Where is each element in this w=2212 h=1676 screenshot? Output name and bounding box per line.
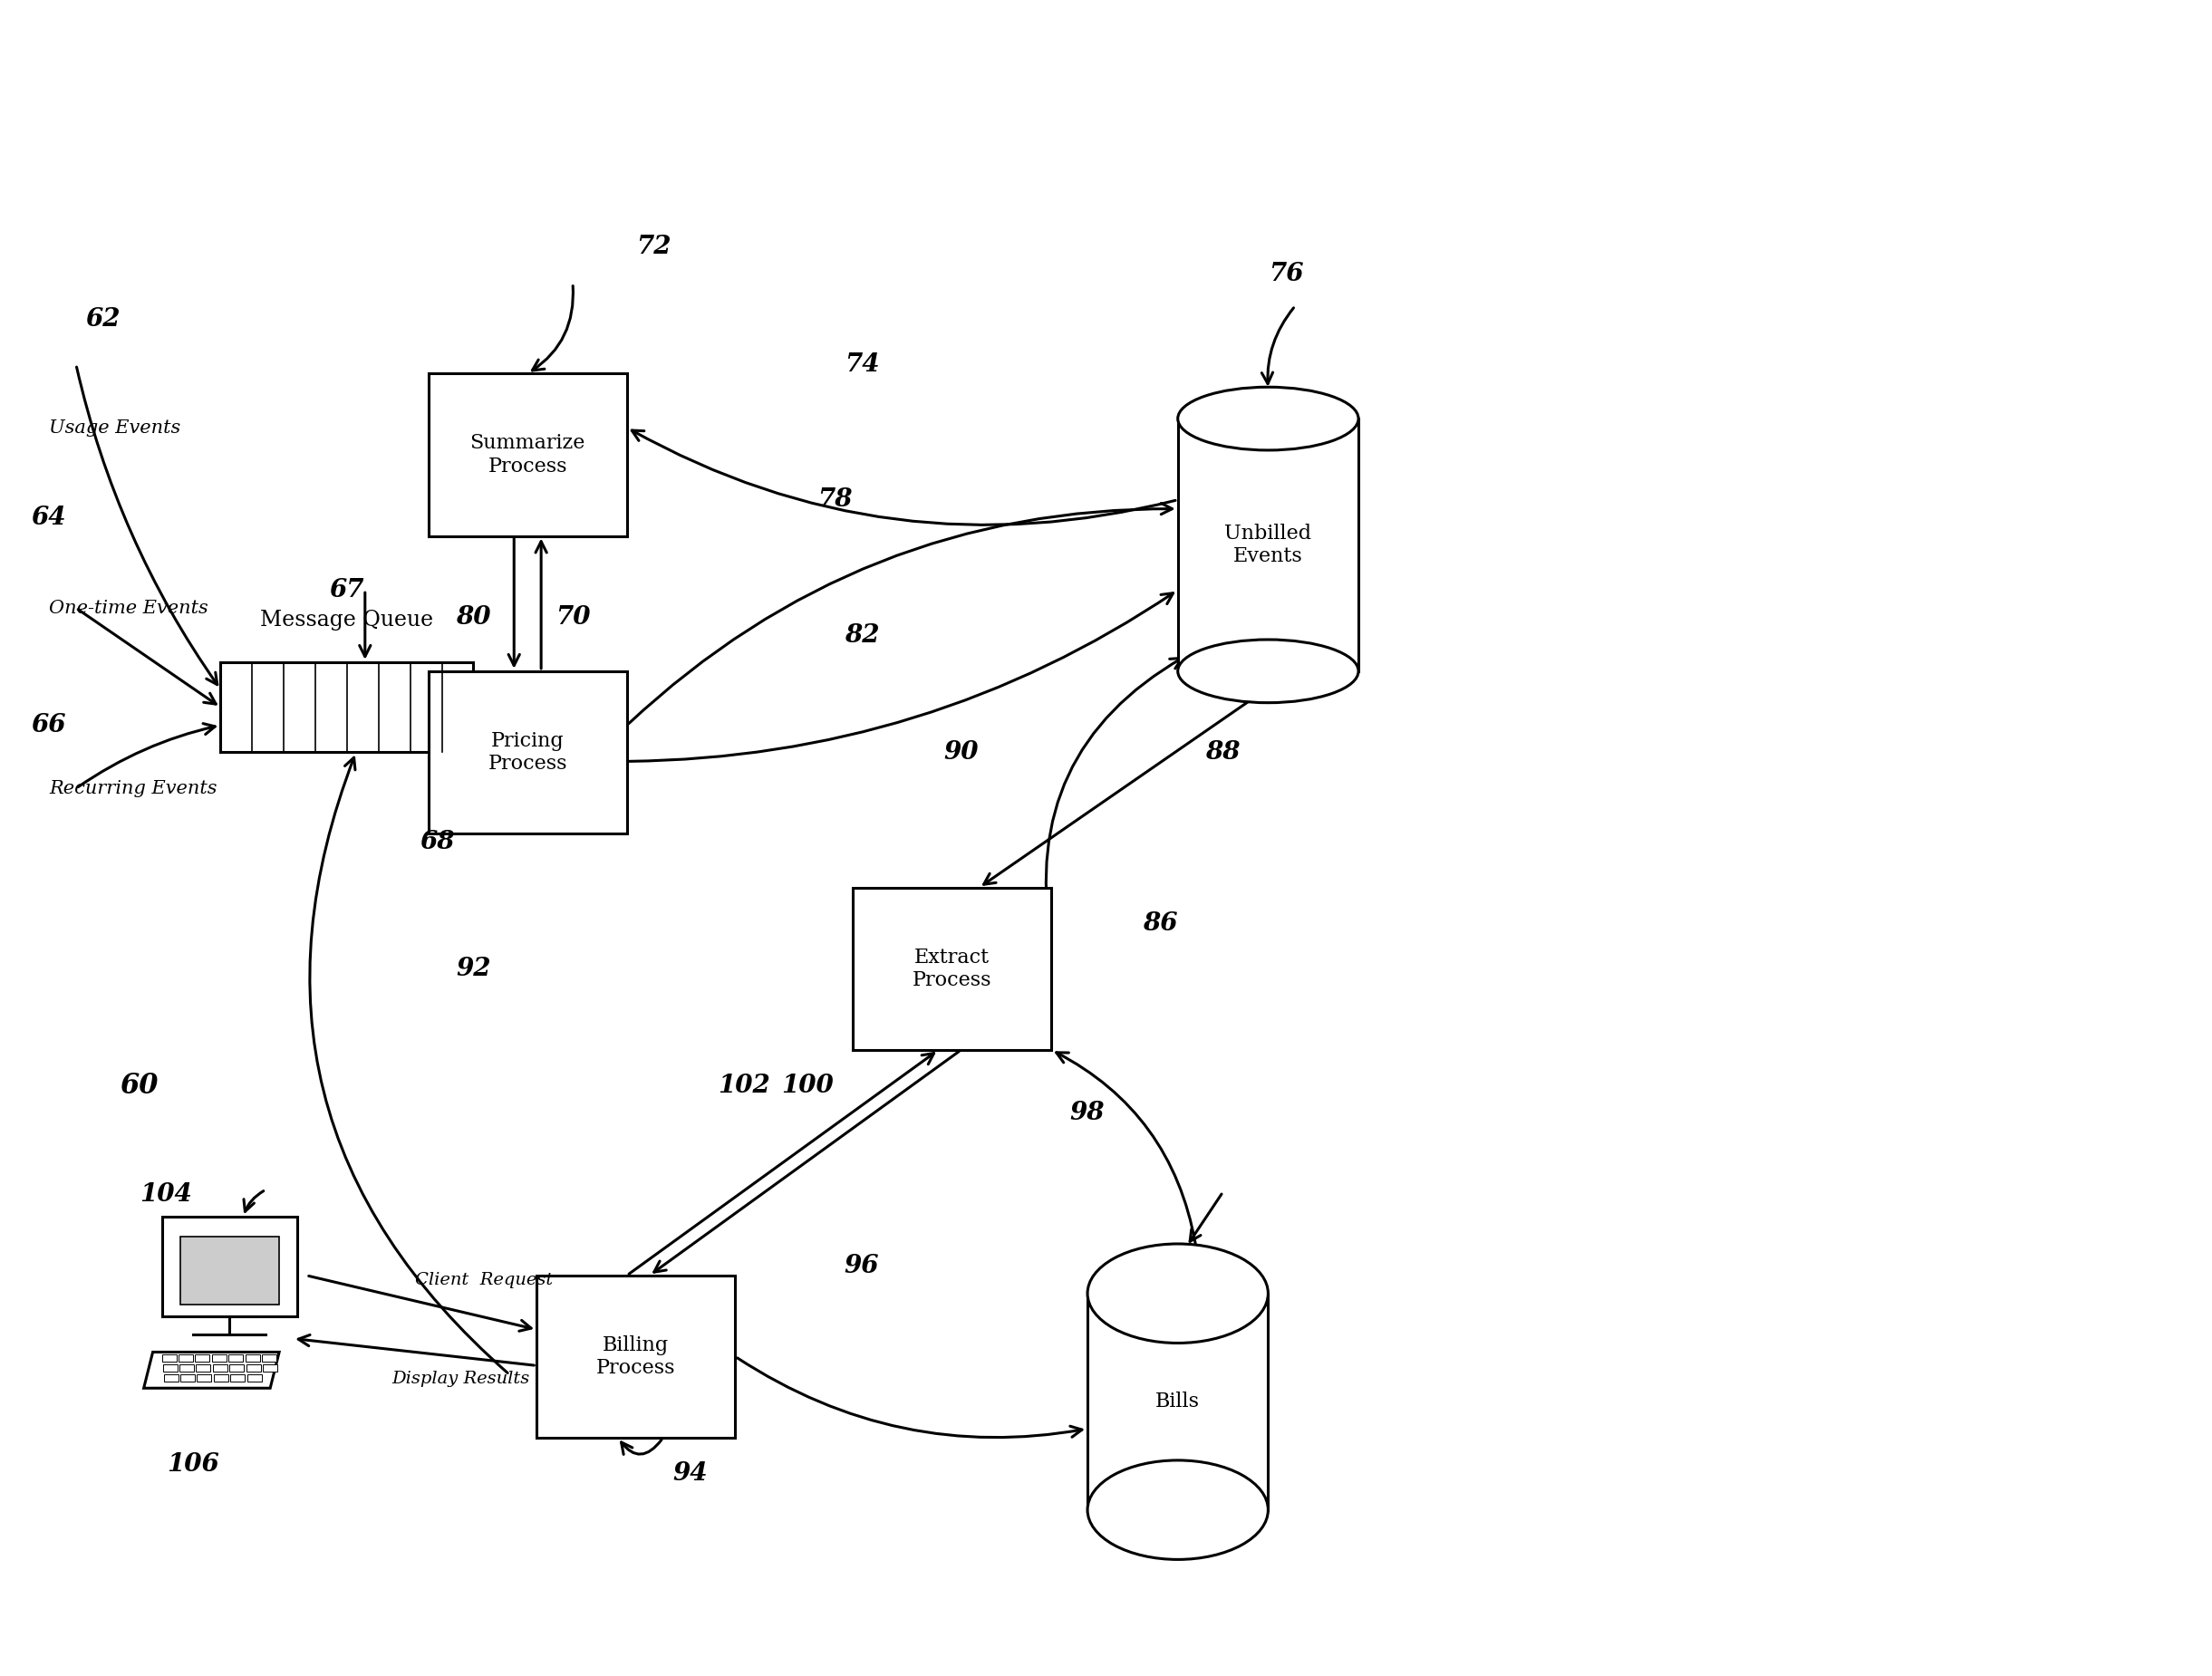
Bar xyxy=(164,1374,179,1381)
Bar xyxy=(429,374,626,536)
Text: Pricing
Process: Pricing Process xyxy=(489,731,566,774)
Text: 104: 104 xyxy=(139,1182,192,1207)
Text: 64: 64 xyxy=(31,506,66,530)
Text: 88: 88 xyxy=(1206,741,1241,764)
Text: 74: 74 xyxy=(845,352,878,377)
Bar xyxy=(246,1354,259,1363)
Bar xyxy=(429,670,626,833)
Text: One-time Events: One-time Events xyxy=(49,600,208,617)
Bar xyxy=(248,1374,261,1381)
Bar xyxy=(263,1364,276,1373)
Bar xyxy=(1088,1294,1267,1510)
Bar xyxy=(215,1374,228,1381)
Bar xyxy=(221,662,473,753)
Text: 70: 70 xyxy=(555,605,591,628)
Text: 62: 62 xyxy=(86,307,122,332)
Bar xyxy=(246,1364,261,1373)
Bar xyxy=(179,1354,192,1363)
Bar xyxy=(538,1275,734,1438)
Text: Recurring Events: Recurring Events xyxy=(49,779,217,798)
Bar xyxy=(852,888,1051,1049)
Text: 102: 102 xyxy=(719,1074,770,1098)
Text: Display Results: Display Results xyxy=(392,1371,531,1388)
Text: 72: 72 xyxy=(637,235,672,260)
Polygon shape xyxy=(144,1353,279,1388)
Text: 98: 98 xyxy=(1071,1101,1106,1125)
Bar xyxy=(181,1374,195,1381)
Ellipse shape xyxy=(1177,387,1358,451)
Bar xyxy=(1177,419,1358,670)
Text: 94: 94 xyxy=(672,1461,708,1487)
Text: 78: 78 xyxy=(816,488,852,513)
Bar xyxy=(197,1364,210,1373)
Ellipse shape xyxy=(1177,640,1358,702)
Text: Extract
Process: Extract Process xyxy=(911,947,991,991)
Bar xyxy=(197,1374,212,1381)
Text: Unbilled
Events: Unbilled Events xyxy=(1225,523,1312,566)
Text: 80: 80 xyxy=(456,605,491,628)
Text: Bills: Bills xyxy=(1155,1391,1199,1411)
Text: 76: 76 xyxy=(1270,261,1303,287)
Text: 66: 66 xyxy=(31,712,66,737)
Bar xyxy=(228,1354,243,1363)
Ellipse shape xyxy=(1088,1244,1267,1342)
Bar xyxy=(230,1364,243,1373)
Text: Billing
Process: Billing Process xyxy=(597,1336,675,1378)
Text: Client  Request: Client Request xyxy=(414,1272,553,1289)
Text: Message Queue: Message Queue xyxy=(261,610,434,630)
Bar xyxy=(230,1374,246,1381)
Bar xyxy=(164,1364,177,1373)
Bar xyxy=(161,1354,177,1363)
Text: 100: 100 xyxy=(781,1074,834,1098)
Text: 90: 90 xyxy=(945,741,978,764)
Ellipse shape xyxy=(1088,1460,1267,1559)
Bar xyxy=(212,1354,226,1363)
Text: 92: 92 xyxy=(456,957,491,980)
Text: 82: 82 xyxy=(845,623,878,647)
Bar xyxy=(261,1354,276,1363)
Text: 106: 106 xyxy=(168,1453,219,1477)
Text: Summarize
Process: Summarize Process xyxy=(469,432,586,476)
Bar xyxy=(179,1237,279,1304)
Bar xyxy=(161,1217,296,1316)
Text: Usage Events: Usage Events xyxy=(49,419,181,436)
Text: 60: 60 xyxy=(119,1073,159,1099)
Text: 96: 96 xyxy=(845,1254,878,1279)
Text: 68: 68 xyxy=(420,830,456,855)
Text: 86: 86 xyxy=(1141,912,1177,935)
Bar xyxy=(212,1364,228,1373)
Bar xyxy=(195,1354,210,1363)
Bar xyxy=(179,1364,195,1373)
Text: 67: 67 xyxy=(330,578,365,602)
